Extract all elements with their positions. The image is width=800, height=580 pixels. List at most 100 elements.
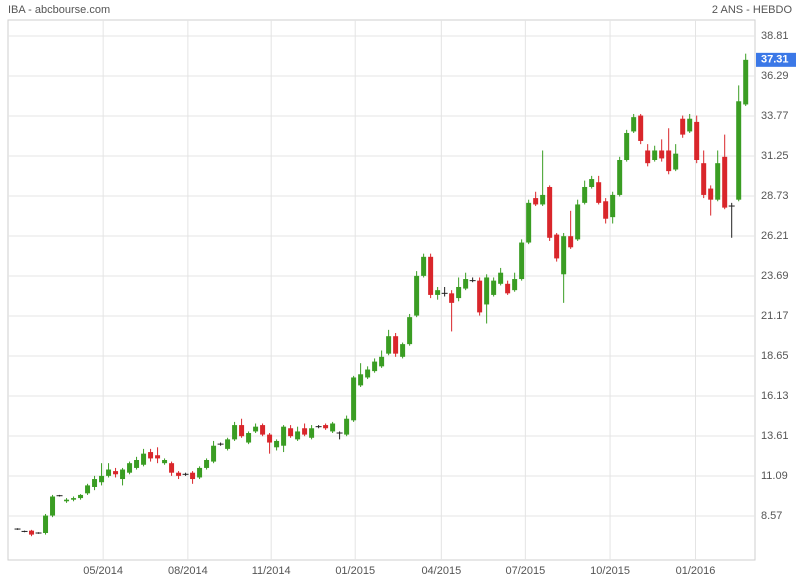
candle-body <box>673 153 679 170</box>
y-tick-label: 18.65 <box>761 350 789 362</box>
candle-body <box>603 201 609 219</box>
candle-body <box>736 101 742 200</box>
x-tick-label: 08/2014 <box>168 565 208 577</box>
candle-body <box>211 445 217 462</box>
candle-body <box>344 418 350 435</box>
y-tick-label: 31.25 <box>761 150 789 162</box>
candle-body <box>505 283 511 294</box>
candle-body <box>50 496 56 516</box>
candle-body <box>64 499 70 502</box>
candle-body <box>372 361 378 372</box>
candle-body <box>302 428 308 435</box>
candle-body <box>134 460 140 468</box>
candle-body <box>554 234 560 259</box>
candle-body <box>141 453 147 465</box>
y-tick-label: 16.13 <box>761 390 789 402</box>
candle-body <box>274 440 280 448</box>
candle-body <box>540 194 546 205</box>
x-tick-label: 10/2015 <box>590 565 630 577</box>
candle-body <box>680 118 686 135</box>
candle-body <box>29 530 35 535</box>
candle-body <box>652 150 658 160</box>
candle-body <box>498 272 504 284</box>
candle-body <box>204 460 210 468</box>
y-tick-label: 8.57 <box>761 510 782 522</box>
candle-body <box>225 439 231 449</box>
candle-body <box>127 463 133 473</box>
candle-body <box>393 336 399 354</box>
candle-body <box>99 475 105 483</box>
candle-body <box>596 182 602 203</box>
candle-body <box>582 186 588 203</box>
candle-body <box>239 425 245 437</box>
candle-body <box>120 469 126 480</box>
candle-body <box>666 150 672 172</box>
candle-body <box>414 275 420 316</box>
candle-body <box>176 472 182 476</box>
candle-body <box>190 472 196 480</box>
candle-body <box>113 471 119 475</box>
candle-body <box>645 150 651 164</box>
candle-body <box>323 425 329 429</box>
candle-body <box>148 452 154 459</box>
x-tick-label: 01/2015 <box>335 565 375 577</box>
candle-body <box>169 463 175 473</box>
candle-body <box>330 423 336 432</box>
candle-body <box>78 494 84 499</box>
x-tick-label: 04/2015 <box>421 565 461 577</box>
y-tick-label: 13.61 <box>761 430 789 442</box>
candle-body <box>428 256 434 295</box>
candle-body <box>743 59 749 105</box>
candle-body <box>568 236 574 248</box>
candle-body <box>43 515 49 534</box>
candle-body <box>694 121 700 160</box>
candle-body <box>435 290 441 295</box>
candle-body <box>722 156 728 208</box>
y-tick-label: 23.69 <box>761 270 789 282</box>
y-tick-label: 21.17 <box>761 310 789 322</box>
candle-body <box>512 279 518 291</box>
candle-body <box>575 204 581 240</box>
y-tick-label: 28.73 <box>761 190 789 202</box>
y-tick-label: 26.21 <box>761 230 789 242</box>
candle-body <box>533 198 539 205</box>
y-tick-label: 33.77 <box>761 110 789 122</box>
candle-body <box>400 344 406 357</box>
candle-body <box>85 485 91 494</box>
candle-body <box>477 280 483 313</box>
candle-body <box>288 428 294 437</box>
x-tick-label: 07/2015 <box>505 565 545 577</box>
candle-body <box>386 336 392 354</box>
candle-body <box>687 118 693 132</box>
candle-body <box>281 426 287 446</box>
last-price-box <box>756 52 796 67</box>
candle-body <box>701 163 707 195</box>
candle-body <box>92 479 98 487</box>
last-price-label: 37.31 <box>761 54 789 66</box>
x-tick-label: 05/2014 <box>83 565 123 577</box>
candle-body <box>463 279 469 289</box>
candle-body <box>491 280 497 295</box>
candle-body <box>155 455 161 459</box>
candle-body <box>197 467 203 478</box>
y-tick-label: 11.09 <box>761 470 788 482</box>
candle-body <box>407 317 413 345</box>
candle-body <box>449 293 455 303</box>
candle-body <box>708 188 714 200</box>
x-tick-label: 11/2014 <box>252 565 291 577</box>
candle-body <box>260 425 266 435</box>
candle-body <box>638 115 644 141</box>
candle-body <box>351 377 357 421</box>
candle-body <box>232 425 238 440</box>
plot-frame <box>7 19 756 561</box>
candle-body <box>456 286 462 299</box>
x-tick-label: 01/2016 <box>676 565 716 577</box>
candle-body <box>519 242 525 280</box>
candle-body <box>365 369 371 378</box>
y-tick-label: 36.29 <box>761 70 789 82</box>
candle-body <box>624 133 630 160</box>
candle-body <box>106 469 112 476</box>
candle-body <box>253 426 259 432</box>
candle-body <box>610 194 616 218</box>
